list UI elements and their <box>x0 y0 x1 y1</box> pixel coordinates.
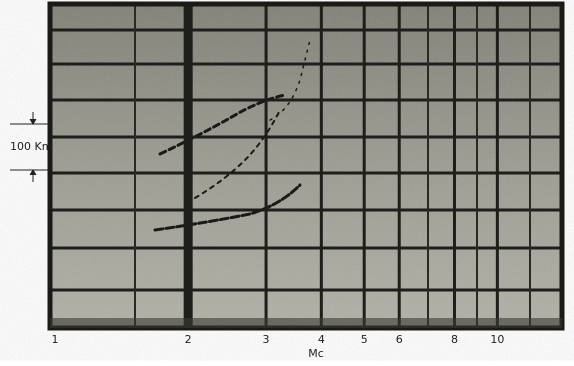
x-tick-label: 6 <box>396 333 403 346</box>
height-marker-arrows <box>10 112 50 182</box>
x-tick-label: 10 <box>490 333 504 346</box>
x-tick-label: 4 <box>318 333 325 346</box>
x-tick-label: 5 <box>361 333 368 346</box>
x-tick-label: 3 <box>263 333 270 346</box>
x-tick-label: 8 <box>451 333 458 346</box>
height-marker: 100 Km <box>10 140 52 153</box>
x-tick-label: 1 <box>52 333 59 346</box>
film-grain <box>50 4 562 328</box>
x-axis-label: Mc <box>308 347 324 360</box>
echo-traces <box>153 39 311 232</box>
x-tick-label: 2 <box>185 333 192 346</box>
ground-band <box>50 318 562 328</box>
minor-frequency-lines <box>134 4 531 328</box>
